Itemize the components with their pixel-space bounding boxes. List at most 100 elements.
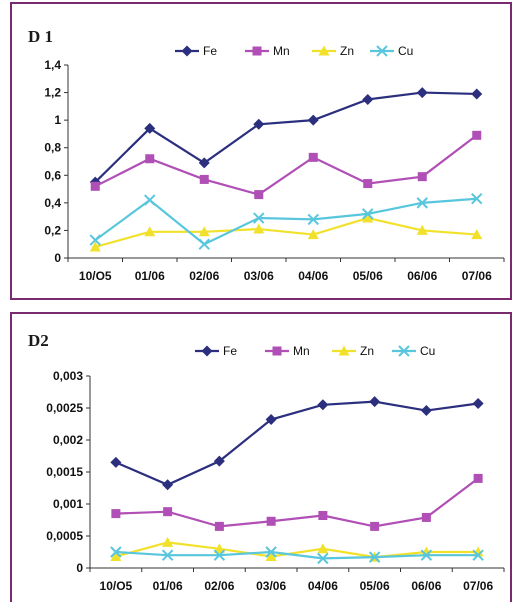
chart-d2-point-zn xyxy=(265,550,277,561)
chart-d2-point-fe xyxy=(472,398,484,410)
chart-d2-point-zn xyxy=(420,546,432,557)
chart-d1-point-mn xyxy=(199,174,209,184)
chart-d1-series-line-fe xyxy=(94,91,477,183)
chart-d2-y-tick-label: 0,0025 xyxy=(46,401,83,415)
chart-d1-point-zn xyxy=(416,224,428,235)
chart-d1-x-tick-label: 01/06 xyxy=(135,269,165,283)
chart-d1-legend-marker-zn xyxy=(318,45,330,56)
chart-d1-legend-marker-fe xyxy=(181,45,193,57)
chart-d1-y-tick-label: 0,6 xyxy=(44,168,61,182)
chart-d2-point-zn xyxy=(110,550,122,561)
chart-d2-point-zn xyxy=(162,536,174,547)
chart-d2-x-tick-label: 05/06 xyxy=(360,579,390,593)
chart-d1-y-tick-label: 1,4 xyxy=(44,58,61,72)
chart-d1-legend-label-zn: Zn xyxy=(340,44,354,58)
chart-d2-x-tick-label: 01/06 xyxy=(153,579,183,593)
chart-d2-point-cu xyxy=(213,549,226,561)
chart-d2-series-line-cu xyxy=(115,550,479,560)
chart-d2-point-mn xyxy=(266,516,276,526)
chart-d1-title: D 1 xyxy=(28,27,53,46)
chart-d2-y-tick-label: 0,0015 xyxy=(46,465,83,479)
chart-d1-point-zn xyxy=(362,212,374,223)
chart-d1-point-zn xyxy=(198,226,210,237)
chart-d1-y-tick-label: 1,2 xyxy=(44,86,61,100)
chart-d2-legend-label-fe: Fe xyxy=(223,344,237,358)
chart-d1-point-mn xyxy=(90,181,100,191)
chart-d1-point-zn xyxy=(144,226,156,237)
chart-d1-point-mn xyxy=(308,152,318,162)
chart-d2-legend-marker-cu xyxy=(398,345,410,357)
chart-d1-x-tick-label: 04/06 xyxy=(298,269,328,283)
chart-d2-point-fe xyxy=(110,456,122,468)
chart-d2-point-zn xyxy=(472,546,484,557)
chart-d2-point-fe xyxy=(420,405,432,417)
chart-d1-series-line-mn xyxy=(94,134,478,196)
chart-d1-x-tick-label: 02/06 xyxy=(189,269,219,283)
chart-d2-point-fe xyxy=(369,396,381,408)
chart-d2-y-tick-label: 0,001 xyxy=(53,497,83,511)
chart-d1-legend-label-mn: Mn xyxy=(273,44,290,58)
chart-d1-x-tick-label: 10/O5 xyxy=(79,269,112,283)
chart-d2-point-cu xyxy=(368,551,381,563)
chart-d2-legend-marker-mn xyxy=(272,346,282,356)
chart-d1-point-mn xyxy=(254,190,264,200)
chart-d1-point-fe xyxy=(416,87,428,99)
chart-d1-legend-label-fe: Fe xyxy=(203,44,217,58)
chart-d2-point-cu xyxy=(161,549,174,561)
chart-d2-title: D2 xyxy=(28,331,49,350)
chart-d1-x-tick-label: 06/06 xyxy=(407,269,437,283)
chart-d2-point-cu xyxy=(317,552,329,565)
chart-d2-x-tick-label: 06/06 xyxy=(411,579,441,593)
chart-d1-series-line-cu xyxy=(94,197,477,246)
chart-d2-y-tick-label: 0,0005 xyxy=(46,529,83,543)
chart-d2-series-line-mn xyxy=(115,477,479,528)
chart-d1-point-zn xyxy=(307,229,319,240)
chart-d2-point-cu xyxy=(472,549,484,561)
chart-d2-legend-label-zn: Zn xyxy=(360,344,374,358)
chart-d1-series-line-zn xyxy=(94,216,477,249)
chart-d2-point-mn xyxy=(163,507,173,517)
chart-d2-y-tick-label: 0,003 xyxy=(53,369,83,383)
chart-d2-point-mn xyxy=(318,511,328,521)
chart-d1-x-tick-label: 05/06 xyxy=(353,269,383,283)
chart-d1-point-cu xyxy=(307,213,319,226)
chart-d1-point-fe xyxy=(307,114,319,126)
chart-d2-legend-label-mn: Mn xyxy=(293,344,310,358)
chart-d1-point-mn xyxy=(417,172,427,182)
chart-d1-point-fe xyxy=(362,93,374,105)
chart-d2-y-tick-label: 0,002 xyxy=(53,433,83,447)
chart-d1-y-tick-label: 0,2 xyxy=(44,223,61,237)
chart-d1-point-cu xyxy=(471,193,483,205)
chart-d1-legend-marker-mn xyxy=(252,46,262,56)
chart-d2-y-tick-label: 0 xyxy=(76,561,83,575)
chart-d1-point-mn xyxy=(472,130,482,140)
chart-d2-series-line-zn xyxy=(115,541,479,559)
chart-d1-point-cu xyxy=(253,212,265,224)
chart-d1-point-mn xyxy=(363,179,373,189)
chart-d2-point-mn xyxy=(421,512,431,522)
chart-d1-point-zn xyxy=(253,223,265,234)
chart-d1-point-mn xyxy=(145,154,155,164)
chart-d2-legend-marker-fe xyxy=(201,345,213,357)
chart-d1-point-zn xyxy=(89,241,101,252)
chart-d1-y-tick-label: 0,8 xyxy=(44,141,61,155)
chart-d2-point-cu xyxy=(110,546,122,558)
chart-d1-point-cu xyxy=(89,234,101,246)
chart-d2-point-cu xyxy=(420,549,433,561)
chart-d1-point-cu xyxy=(198,238,210,250)
chart-d2-point-mn xyxy=(370,521,380,531)
chart-d1-x-tick-label: 07/06 xyxy=(462,269,492,283)
chart-d2-point-zn xyxy=(317,543,329,554)
chart-d2-legend-marker-zn xyxy=(338,345,350,356)
chart-d2-point-mn xyxy=(473,473,483,483)
chart-d1-point-fe xyxy=(253,118,265,130)
chart-d2-point-fe xyxy=(317,399,329,411)
chart-d2-point-mn xyxy=(214,521,224,531)
chart-d2-svg: D2 0 0,0005 0,001 0,0015 0,002 0,0025 0,003 10/O… xyxy=(28,331,505,593)
chart-d2-point-cu xyxy=(265,546,277,558)
chart-d2-x-tick-label: 02/06 xyxy=(204,579,234,593)
chart-d1-point-zn xyxy=(471,229,483,240)
chart-panel-d2: D2 0 0,0005 0,001 0,0015 0,002 0,0025 0,003 10/O… xyxy=(10,312,512,602)
chart-d1-point-fe xyxy=(144,122,156,134)
chart-d1-point-fe xyxy=(198,157,210,169)
